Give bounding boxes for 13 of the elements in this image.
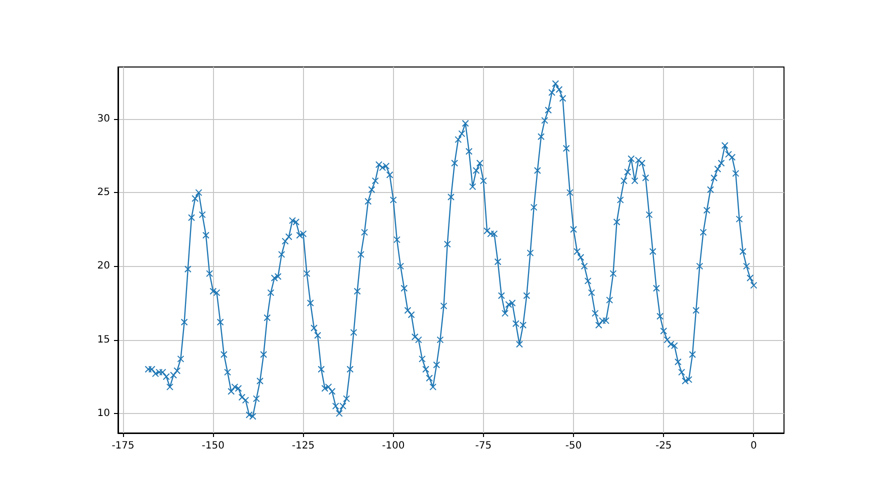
x-tick-label: -150 <box>202 440 224 452</box>
x-tick-label: -25 <box>655 440 672 452</box>
y-tick-label: 15 <box>97 334 110 346</box>
y-tick-label: 25 <box>97 187 110 198</box>
x-tick-label: -125 <box>292 440 315 452</box>
y-tick-label: 30 <box>97 113 110 124</box>
x-tick-label: -75 <box>475 440 492 452</box>
x-tick-label: -100 <box>382 440 405 452</box>
y-tick-label: 10 <box>97 408 110 419</box>
x-tick-label: -175 <box>112 440 134 452</box>
x-tick-label: 0 <box>750 440 757 452</box>
x-tick-label: -50 <box>565 440 582 452</box>
y-tick-label: 20 <box>97 260 110 272</box>
